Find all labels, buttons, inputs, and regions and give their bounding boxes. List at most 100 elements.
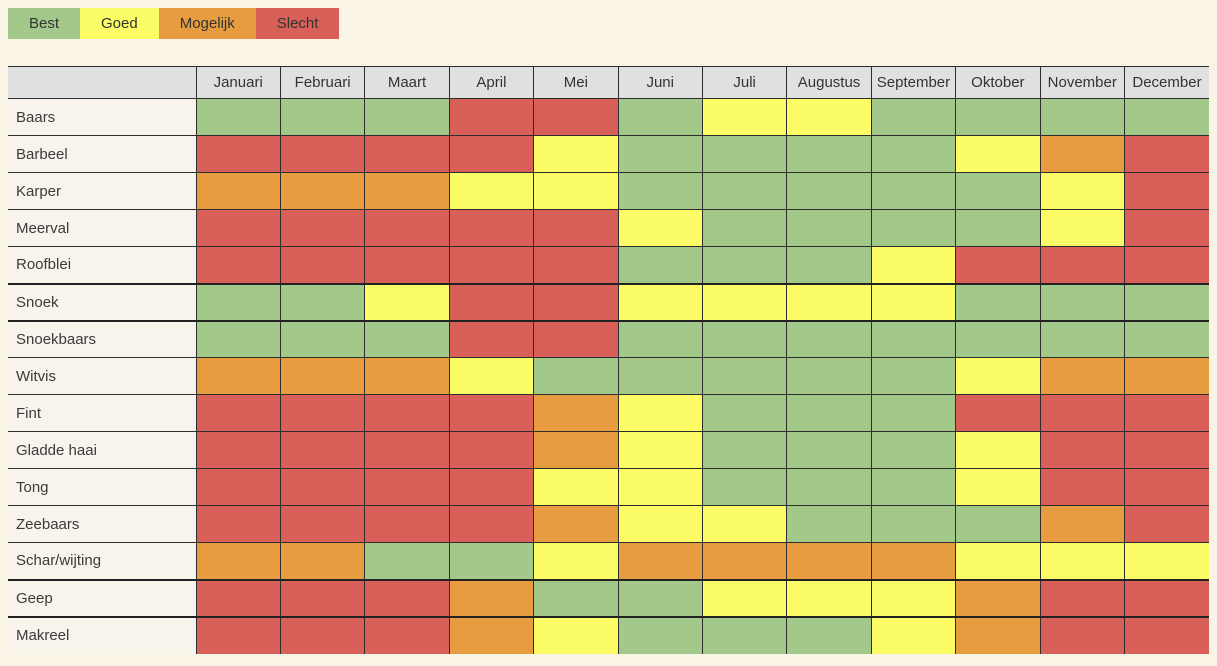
legend-item-best: Best <box>8 8 81 39</box>
cell-roofblei-september <box>870 246 957 284</box>
cell-makreel-juni <box>617 616 703 654</box>
month-header-mei: Mei <box>533 66 619 99</box>
month-header-augustus: Augustus <box>786 66 872 99</box>
cell-gladde-haai-september <box>870 431 957 469</box>
cell-karper-januari <box>195 172 281 210</box>
legend-item-mogelijk: Mogelijk <box>158 8 256 39</box>
cell-fint-augustus <box>786 394 872 432</box>
row-label-meerval: Meerval <box>8 209 197 247</box>
cell-roofblei-april <box>448 246 535 284</box>
cell-makreel-september <box>870 616 957 654</box>
cell-witvis-mei <box>533 357 619 395</box>
cell-schar-wijting-december <box>1123 542 1209 580</box>
cell-snoek-augustus <box>786 282 872 322</box>
species-row-makreel: Makreel <box>8 616 1209 654</box>
cell-fint-oktober <box>955 394 1041 432</box>
cell-witvis-september <box>870 357 957 395</box>
cell-gladde-haai-maart <box>364 431 450 469</box>
cell-witvis-juli <box>701 357 788 395</box>
row-label-makreel: Makreel <box>8 616 197 654</box>
cell-snoekbaars-september <box>870 320 957 358</box>
cell-zeebaars-december <box>1123 505 1209 543</box>
cell-makreel-januari <box>195 616 281 654</box>
cell-schar-wijting-maart <box>364 542 450 580</box>
cell-geep-juli <box>701 578 788 618</box>
cell-meerval-maart <box>364 209 450 247</box>
cell-gladde-haai-april <box>448 431 535 469</box>
cell-geep-oktober <box>955 578 1041 618</box>
species-row-karper: Karper <box>8 172 1209 210</box>
month-header-januari: Januari <box>195 66 281 99</box>
cell-roofblei-juli <box>701 246 788 284</box>
cell-witvis-juni <box>617 357 703 395</box>
cell-tong-april <box>448 468 535 506</box>
row-label-zeebaars: Zeebaars <box>8 505 197 543</box>
row-label-gladde-haai: Gladde haai <box>8 431 197 469</box>
cell-karper-september <box>870 172 957 210</box>
cell-meerval-januari <box>195 209 281 247</box>
cell-gladde-haai-november <box>1039 431 1125 469</box>
cell-geep-mei <box>533 578 619 618</box>
cell-schar-wijting-augustus <box>786 542 872 580</box>
cell-gladde-haai-februari <box>279 431 366 469</box>
cell-schar-wijting-september <box>870 542 957 580</box>
cell-baars-maart <box>364 98 450 136</box>
cell-witvis-augustus <box>786 357 872 395</box>
cell-baars-oktober <box>955 98 1041 136</box>
species-row-tong: Tong <box>8 468 1209 506</box>
cell-snoek-maart <box>364 282 450 322</box>
legend-item-slecht: Slecht <box>255 8 340 39</box>
cell-snoekbaars-december <box>1123 320 1209 358</box>
cell-roofblei-januari <box>195 246 281 284</box>
cell-roofblei-februari <box>279 246 366 284</box>
cell-makreel-oktober <box>955 616 1041 654</box>
cell-makreel-februari <box>279 616 366 654</box>
cell-baars-juni <box>617 98 703 136</box>
cell-snoekbaars-juni <box>617 320 703 358</box>
cell-geep-september <box>870 578 957 618</box>
cell-makreel-juli <box>701 616 788 654</box>
cell-baars-april <box>448 98 535 136</box>
cell-gladde-haai-juni <box>617 431 703 469</box>
cell-meerval-september <box>870 209 957 247</box>
cell-geep-januari <box>195 578 281 618</box>
month-header-oktober: Oktober <box>955 66 1041 99</box>
corner-cell <box>8 66 197 99</box>
cell-witvis-november <box>1039 357 1125 395</box>
cell-baars-juli <box>701 98 788 136</box>
cell-snoekbaars-januari <box>195 320 281 358</box>
cell-baars-januari <box>195 98 281 136</box>
cell-meerval-februari <box>279 209 366 247</box>
cell-snoekbaars-augustus <box>786 320 872 358</box>
cell-zeebaars-april <box>448 505 535 543</box>
cell-witvis-april <box>448 357 535 395</box>
cell-fint-maart <box>364 394 450 432</box>
species-row-snoek: Snoek <box>8 282 1209 322</box>
cell-fint-juni <box>617 394 703 432</box>
cell-gladde-haai-mei <box>533 431 619 469</box>
cell-zeebaars-augustus <box>786 505 872 543</box>
row-label-karper: Karper <box>8 172 197 210</box>
cell-baars-mei <box>533 98 619 136</box>
species-row-snoekbaars: Snoekbaars <box>8 320 1209 358</box>
row-label-schar-wijting: Schar/wijting <box>8 542 197 580</box>
cell-geep-november <box>1039 578 1125 618</box>
cell-zeebaars-juni <box>617 505 703 543</box>
cell-barbeel-januari <box>195 135 281 173</box>
species-row-witvis: Witvis <box>8 357 1209 395</box>
cell-barbeel-september <box>870 135 957 173</box>
cell-snoekbaars-mei <box>533 320 619 358</box>
cell-karper-februari <box>279 172 366 210</box>
month-header-september: September <box>870 66 957 99</box>
cell-geep-maart <box>364 578 450 618</box>
cell-witvis-maart <box>364 357 450 395</box>
cell-zeebaars-maart <box>364 505 450 543</box>
cell-witvis-februari <box>279 357 366 395</box>
month-header-december: December <box>1123 66 1209 99</box>
cell-barbeel-februari <box>279 135 366 173</box>
species-row-baars: Baars <box>8 98 1209 136</box>
cell-snoek-juni <box>617 282 703 322</box>
cell-geep-augustus <box>786 578 872 618</box>
cell-barbeel-december <box>1123 135 1209 173</box>
cell-tong-oktober <box>955 468 1041 506</box>
